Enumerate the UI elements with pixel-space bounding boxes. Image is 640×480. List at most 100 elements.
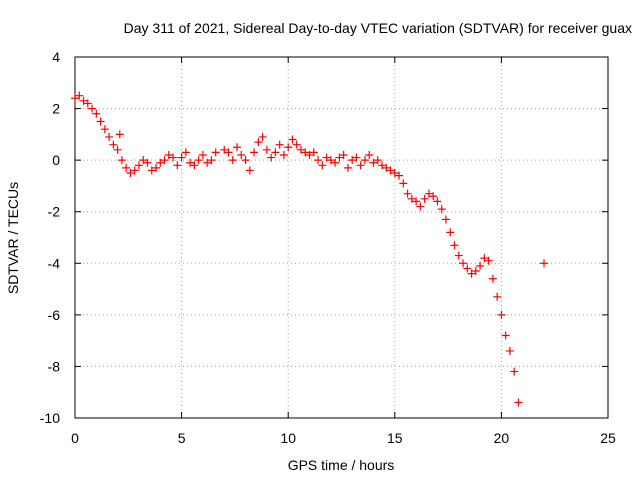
data-point (237, 150, 246, 159)
data-point (309, 148, 318, 157)
data-point (92, 109, 101, 118)
y-tick-label: 2 (52, 101, 60, 117)
data-point (169, 153, 178, 162)
data-point (190, 161, 199, 170)
data-point (335, 153, 344, 162)
x-tick-label: 15 (387, 430, 403, 446)
data-point (181, 148, 190, 157)
x-tick-labels: 0 5 10 15 20 25 (71, 430, 616, 446)
data-point (292, 140, 301, 149)
data-points (71, 91, 549, 407)
data-point (318, 161, 327, 170)
data-point (177, 153, 186, 162)
data-point (271, 148, 280, 157)
chart-title: Day 311 of 2021, Sidereal Day-to-day VTE… (124, 20, 632, 36)
data-point (369, 158, 378, 167)
y-tick-label: -2 (48, 204, 61, 220)
data-point (424, 189, 433, 198)
grid-lines (75, 57, 608, 418)
data-point (305, 150, 314, 159)
data-point (352, 153, 361, 162)
y-tick-label: -6 (48, 307, 61, 323)
data-point (198, 150, 207, 159)
data-point (454, 251, 463, 260)
data-point (245, 166, 254, 175)
data-point (356, 161, 365, 170)
data-point (339, 150, 348, 159)
data-point (493, 292, 502, 301)
data-point (407, 194, 416, 203)
data-point (420, 194, 429, 203)
data-point (203, 158, 212, 167)
x-axis-label: GPS time / hours (288, 457, 395, 473)
data-point (296, 145, 305, 154)
data-point (382, 163, 391, 172)
data-point (224, 148, 233, 157)
data-point (433, 197, 442, 206)
data-point (514, 398, 523, 407)
data-point (207, 156, 216, 165)
data-point (510, 367, 519, 376)
data-point (501, 331, 510, 340)
data-point (476, 261, 485, 270)
data-point (390, 169, 399, 178)
data-point (416, 202, 425, 211)
data-point (505, 346, 514, 355)
data-point (450, 241, 459, 250)
y-axis-label: SDTVAR / TECUs (5, 182, 21, 294)
data-point (262, 145, 271, 154)
data-point (250, 148, 259, 157)
y-tick-label: -10 (40, 410, 60, 426)
data-point (147, 166, 156, 175)
data-point (395, 171, 404, 180)
data-point (480, 254, 489, 263)
data-point (152, 163, 161, 172)
data-point (228, 156, 237, 165)
data-point (459, 259, 468, 268)
data-point (186, 158, 195, 167)
data-point (488, 274, 497, 283)
data-point (403, 189, 412, 198)
data-point (173, 161, 182, 170)
plot-frame (74, 56, 609, 419)
data-point (115, 130, 124, 139)
data-point (113, 145, 122, 154)
data-point (365, 150, 374, 159)
data-point (96, 117, 105, 126)
data-point (378, 161, 387, 170)
x-tick-label: 0 (71, 430, 79, 446)
data-point (126, 169, 135, 178)
data-point (463, 264, 472, 273)
data-point (233, 143, 242, 152)
x-tick-label: 20 (494, 430, 510, 446)
data-point (220, 145, 229, 154)
data-point (105, 132, 114, 141)
data-point (288, 135, 297, 144)
data-point (71, 94, 79, 103)
x-tick-label: 25 (600, 430, 616, 446)
data-point (348, 156, 357, 165)
y-tick-label: 0 (52, 152, 60, 168)
data-point (331, 158, 340, 167)
data-point (326, 156, 335, 165)
data-point (83, 99, 92, 108)
data-point (301, 148, 310, 157)
data-point (164, 150, 173, 159)
data-point (412, 197, 421, 206)
data-point (130, 166, 139, 175)
data-point (360, 156, 369, 165)
data-point (267, 153, 276, 162)
data-point (275, 140, 284, 149)
data-point (322, 153, 331, 162)
data-point (258, 132, 267, 141)
data-point (386, 166, 395, 175)
data-point (437, 205, 446, 214)
data-point (139, 156, 148, 165)
data-point (343, 163, 352, 172)
data-point (441, 215, 450, 224)
data-point (497, 310, 506, 319)
data-point (314, 156, 323, 165)
data-point (211, 148, 220, 157)
data-point (79, 96, 88, 105)
y-tick-labels: -10 -8 -6 -4 -2 0 2 4 (40, 49, 60, 426)
